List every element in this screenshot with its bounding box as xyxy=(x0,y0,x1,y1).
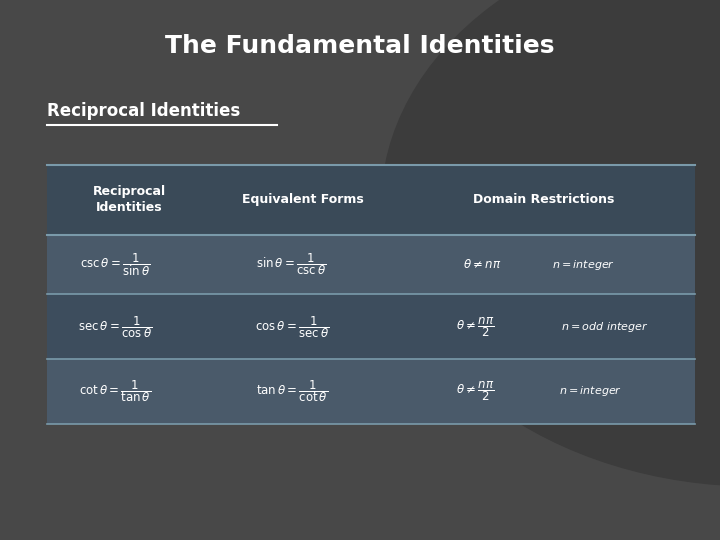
Text: Reciprocal Identities: Reciprocal Identities xyxy=(47,102,240,120)
Text: $n = odd\ integer$: $n = odd\ integer$ xyxy=(561,320,649,334)
Text: $\csc\theta = \dfrac{1}{\sin\theta}$: $\csc\theta = \dfrac{1}{\sin\theta}$ xyxy=(80,251,150,278)
Bar xyxy=(47,359,695,424)
Bar xyxy=(47,165,695,235)
Text: Domain Restrictions: Domain Restrictions xyxy=(473,193,614,206)
Bar xyxy=(47,294,695,359)
Text: $\sin\theta = \dfrac{1}{\csc\theta}$: $\sin\theta = \dfrac{1}{\csc\theta}$ xyxy=(256,252,327,278)
Circle shape xyxy=(382,0,720,486)
Text: $\cot\theta = \dfrac{1}{\tan\theta}$: $\cot\theta = \dfrac{1}{\tan\theta}$ xyxy=(79,379,151,404)
Text: $n = integer$: $n = integer$ xyxy=(559,384,622,399)
Text: Reciprocal
Identities: Reciprocal Identities xyxy=(93,185,166,214)
Bar xyxy=(47,235,695,294)
Text: $n = integer$: $n = integer$ xyxy=(552,258,615,272)
Text: Equivalent Forms: Equivalent Forms xyxy=(241,193,364,206)
Text: $\theta \neq n\pi$: $\theta \neq n\pi$ xyxy=(463,258,502,271)
Text: $\cos\theta = \dfrac{1}{\sec\theta}$: $\cos\theta = \dfrac{1}{\sec\theta}$ xyxy=(254,314,329,340)
Text: $\theta \neq \dfrac{n\pi}{2}$: $\theta \neq \dfrac{n\pi}{2}$ xyxy=(456,380,495,403)
Text: The Fundamental Identities: The Fundamental Identities xyxy=(166,34,554,58)
Text: $\theta \neq \dfrac{n\pi}{2}$: $\theta \neq \dfrac{n\pi}{2}$ xyxy=(456,315,495,339)
Text: $\sec\theta = \dfrac{1}{\cos\theta}$: $\sec\theta = \dfrac{1}{\cos\theta}$ xyxy=(78,314,153,340)
Text: $\tan\theta = \dfrac{1}{\cot\theta}$: $\tan\theta = \dfrac{1}{\cot\theta}$ xyxy=(256,379,328,404)
